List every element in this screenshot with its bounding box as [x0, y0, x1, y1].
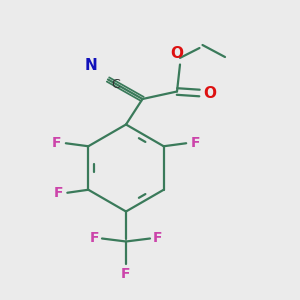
Text: F: F [191, 136, 200, 150]
Text: F: F [53, 186, 63, 200]
Text: C: C [111, 78, 120, 91]
Text: F: F [153, 232, 163, 245]
Text: O: O [203, 85, 216, 100]
Text: O: O [170, 46, 183, 61]
Text: F: F [121, 267, 131, 281]
Text: N: N [85, 58, 98, 73]
Text: F: F [52, 136, 61, 150]
Text: F: F [89, 232, 99, 245]
